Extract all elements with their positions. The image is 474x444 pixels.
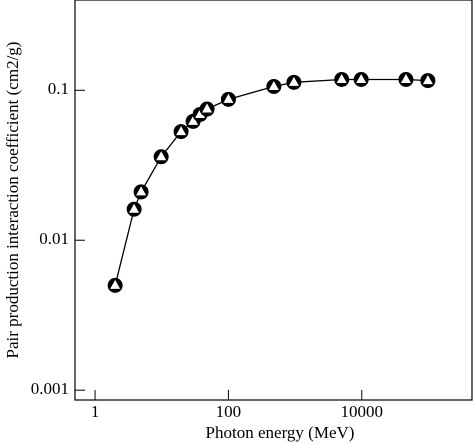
marker-triangle [195, 108, 206, 118]
x-tick-label: 1 [91, 402, 100, 421]
marker-triangle [288, 76, 299, 86]
marker-triangle [129, 203, 140, 213]
data-line [114, 78, 428, 286]
y-tick-label: 0.01 [39, 229, 69, 248]
marker-triangle [176, 126, 187, 136]
marker-triangle [422, 75, 433, 85]
y-axis-label: Pair production interaction coefficient … [3, 42, 22, 359]
plot-frame [74, 0, 473, 401]
x-tick-label: 100 [216, 402, 242, 421]
marker-triangle [400, 74, 411, 84]
marker-triangle [156, 151, 167, 161]
marker-triangle [268, 80, 279, 90]
marker-triangle [110, 279, 121, 289]
y-tick-label: 0.1 [48, 79, 69, 98]
x-axis-label: Photon energy (MeV) [206, 423, 355, 442]
marker-triangle [202, 103, 213, 113]
marker-triangle [223, 93, 234, 103]
marker-triangle [356, 74, 367, 84]
marker-triangle [336, 74, 347, 84]
y-tick-label: 0.001 [31, 379, 69, 398]
x-tick-label: 10000 [341, 402, 384, 421]
marker-triangle [136, 186, 147, 196]
marker-triangle [188, 115, 199, 125]
